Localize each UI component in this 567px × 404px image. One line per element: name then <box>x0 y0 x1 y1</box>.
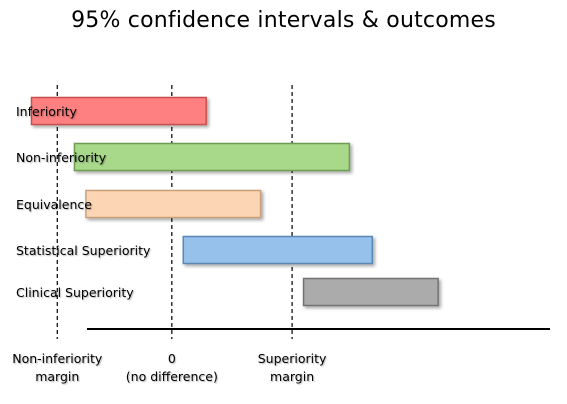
interval-bar-0 <box>30 96 207 126</box>
reference-line-sublabel-0: margin <box>35 369 79 384</box>
chart-title: 95% confidence intervals & outcomes <box>71 8 496 33</box>
interval-label-4: Clinical Superiority <box>16 285 134 300</box>
reference-line-sublabel-1: (no difference) <box>126 369 218 384</box>
interval-label-0: Inferiority <box>16 104 77 119</box>
axis-labels: Non-inferiority margin 0 (no difference) Sup… <box>12 351 327 384</box>
reference-line-label-1: 0 <box>168 351 176 366</box>
interval-bar-2 <box>85 189 262 219</box>
reference-line-label-0: Non-inferiority <box>12 351 103 366</box>
interval-bars <box>30 96 439 307</box>
row-labels: Inferiority Non-inferiority Equivalence Sta… <box>16 104 151 300</box>
interval-bar-3 <box>182 235 374 265</box>
reference-line-label-2: Superiority <box>258 351 327 366</box>
reference-line-sublabel-2: margin <box>270 369 314 384</box>
interval-label-3: Statistical Superiority <box>16 243 151 258</box>
interval-label-1: Non-inferiority <box>16 150 107 165</box>
interval-label-2: Equivalence <box>16 197 92 212</box>
interval-bar-1 <box>73 142 351 172</box>
interval-bar-4 <box>302 277 439 307</box>
